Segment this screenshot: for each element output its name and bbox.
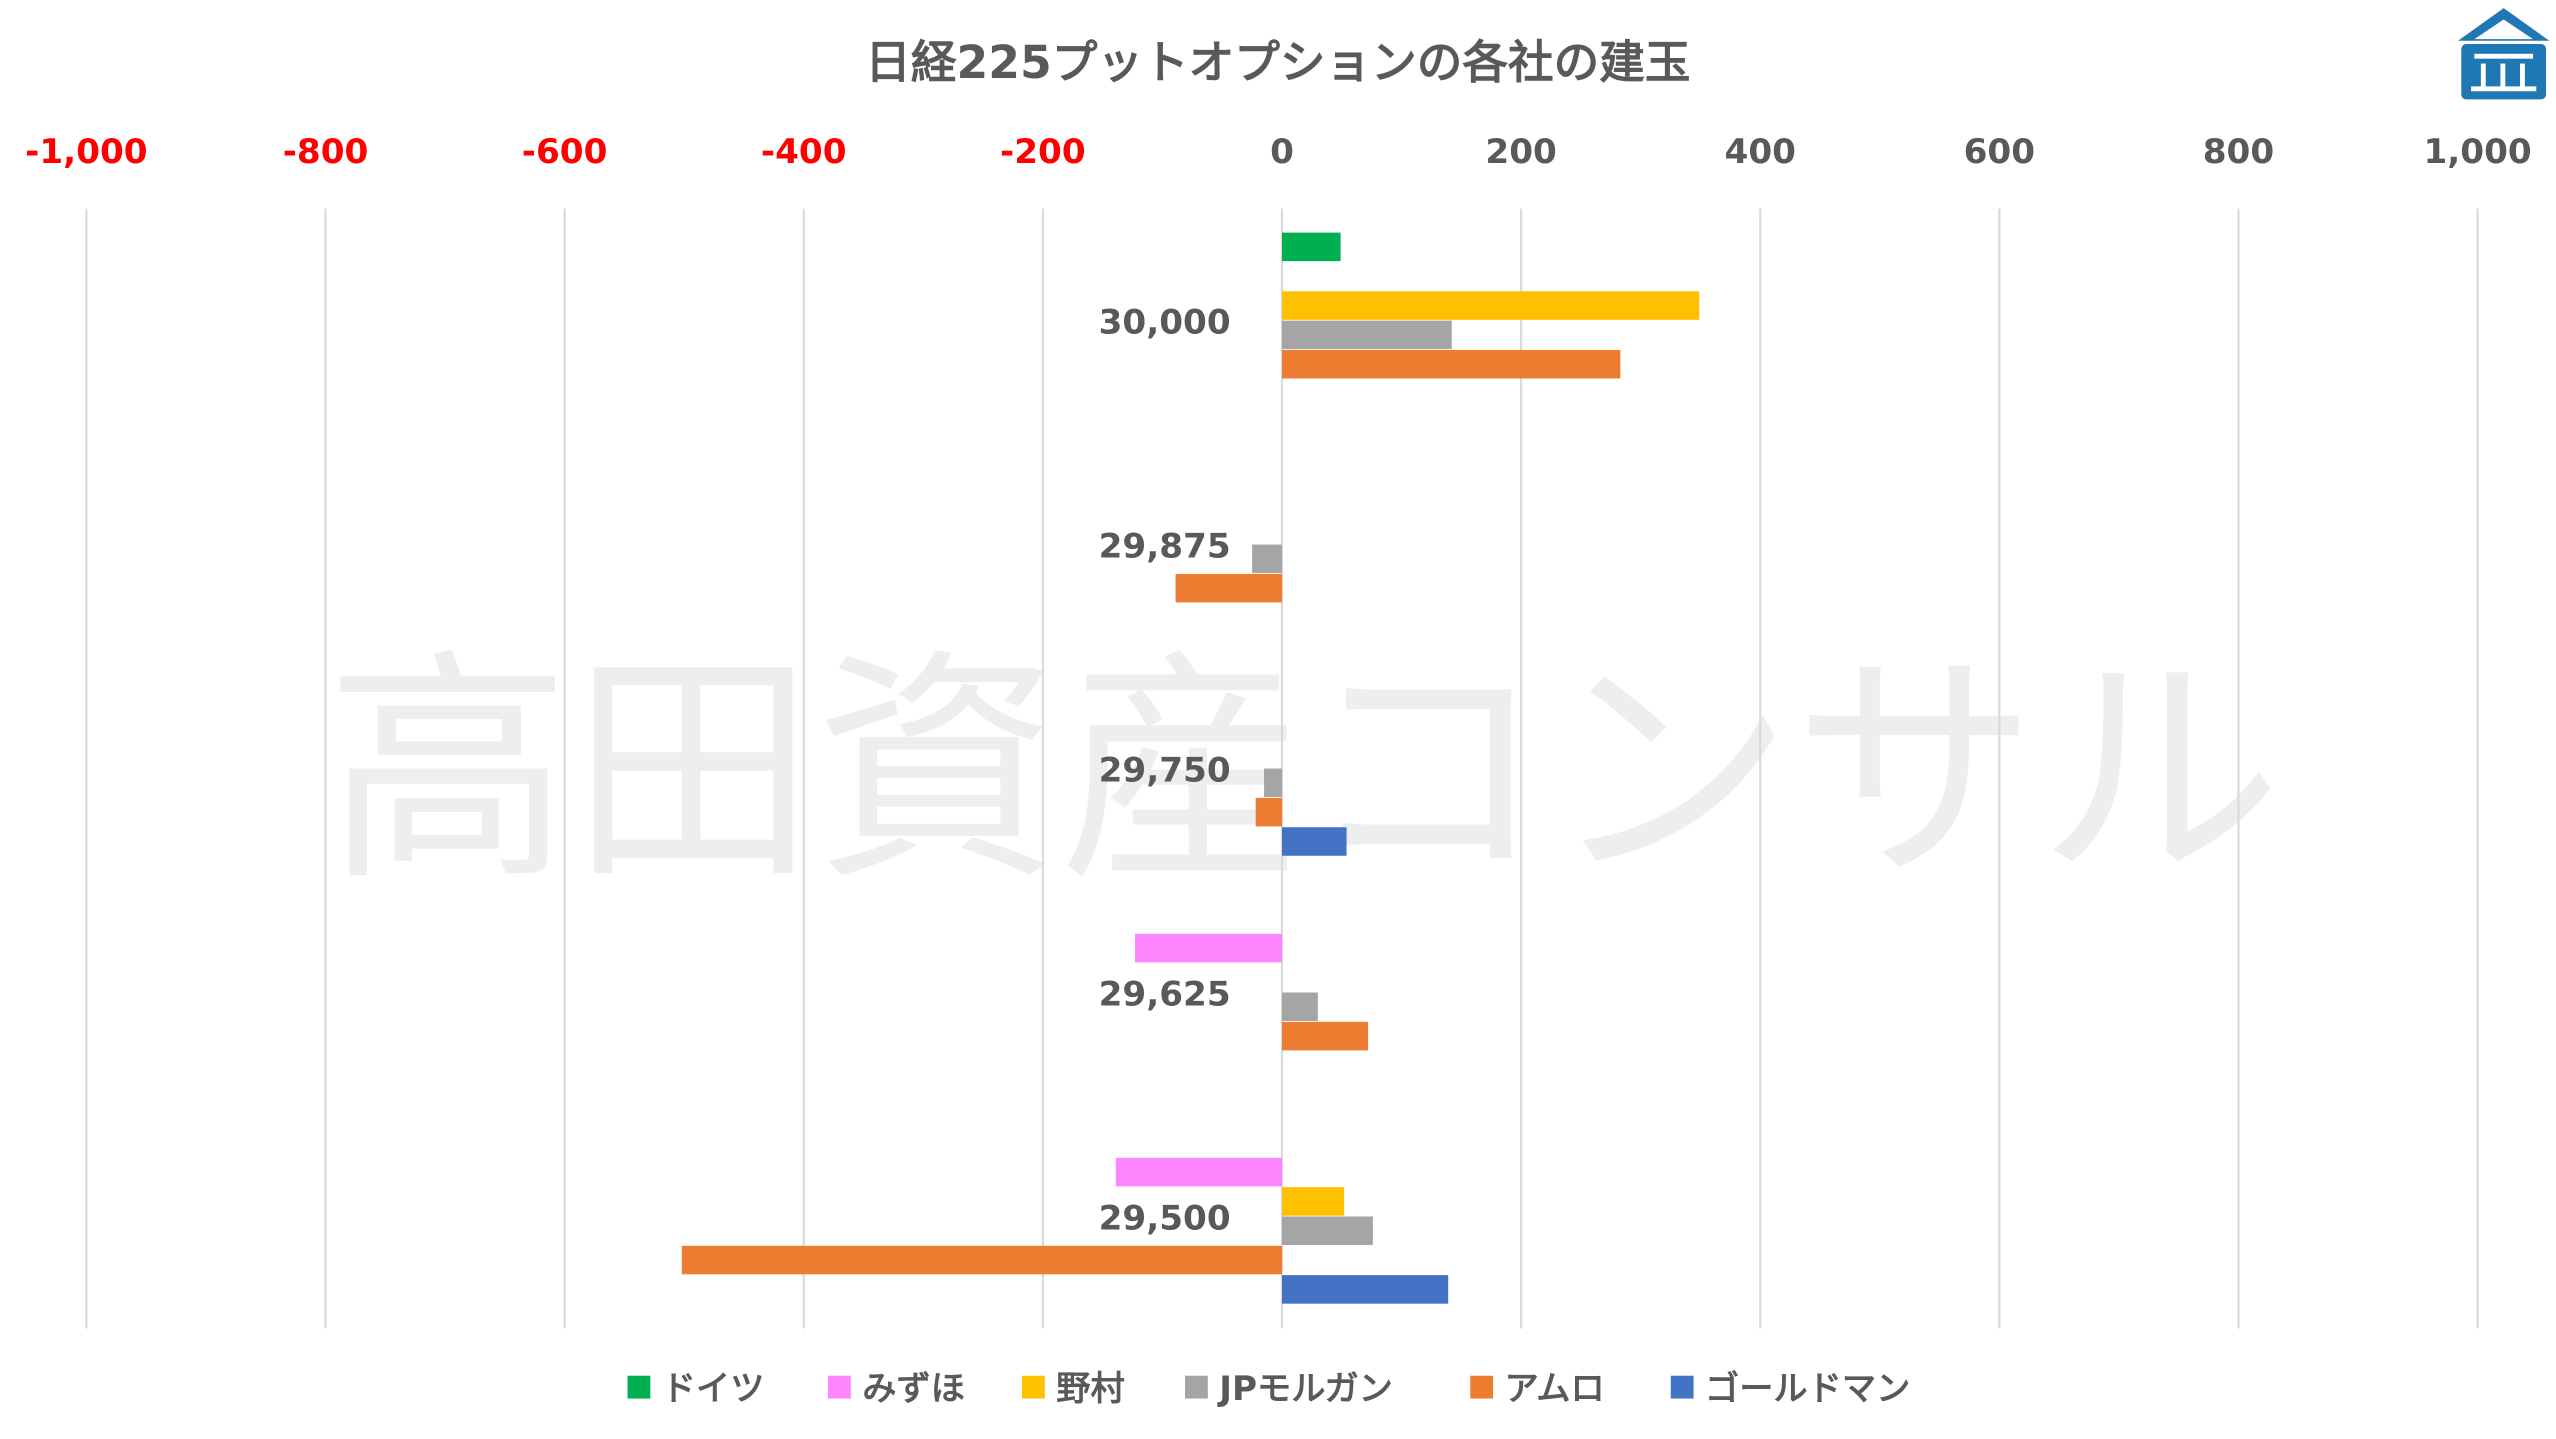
bar xyxy=(1281,1216,1373,1245)
bar xyxy=(1175,573,1282,603)
grid-lines xyxy=(85,208,2479,1329)
legend-label: アムロ xyxy=(1504,1369,1604,1409)
legend-label: 野村 xyxy=(1056,1369,1124,1409)
legend-label: JPモルガン xyxy=(1217,1369,1393,1409)
x-tick-label: -1,000 xyxy=(25,132,147,172)
watermark-text: 高田資産コンサル xyxy=(326,629,2282,914)
legend-label: ドイツ xyxy=(662,1369,765,1409)
legend-swatch xyxy=(1022,1375,1045,1399)
bar xyxy=(1255,797,1282,827)
bar xyxy=(1281,1187,1345,1216)
category-label: 29,875 xyxy=(1099,527,1231,567)
x-tick-label: -800 xyxy=(283,132,369,172)
bar xyxy=(1134,933,1282,963)
legend-label: ゴールドマン xyxy=(1705,1369,1910,1409)
bar xyxy=(1281,992,1318,1022)
x-tick-label: 0 xyxy=(1270,132,1294,172)
category-label: 29,625 xyxy=(1099,975,1231,1015)
bar xyxy=(1281,1021,1369,1051)
bar xyxy=(681,1245,1282,1275)
x-tick-label: -200 xyxy=(1000,132,1086,172)
bar xyxy=(1281,291,1700,320)
legend-swatch xyxy=(1470,1375,1494,1399)
legend-swatch xyxy=(1670,1375,1694,1399)
legend: ドイツ みずほ 野村 JPモルガン アムロ ゴールドマン xyxy=(627,1369,1910,1409)
legend-swatch xyxy=(828,1375,851,1399)
category-label: 29,500 xyxy=(1099,1199,1231,1239)
bar-group xyxy=(681,232,1700,1304)
bar xyxy=(1281,349,1621,379)
legend-swatch xyxy=(627,1375,651,1399)
chart-title: 日経225プットオプションの各社の建玉 xyxy=(865,36,1690,89)
bar xyxy=(1281,827,1347,856)
bar xyxy=(1252,544,1282,574)
x-tick-label: 600 xyxy=(1964,132,2035,172)
bar xyxy=(1281,232,1341,262)
legend-swatch xyxy=(1185,1375,1208,1399)
x-tick-label: -400 xyxy=(761,132,847,172)
legend-label: みずほ xyxy=(862,1369,965,1409)
bar xyxy=(1264,768,1282,798)
logo-icon xyxy=(2458,8,2550,100)
category-label: 29,750 xyxy=(1099,751,1231,791)
bar xyxy=(1281,320,1452,350)
x-tick-label: -600 xyxy=(522,132,608,172)
x-tick-label: 800 xyxy=(2203,132,2274,172)
x-tick-label: 200 xyxy=(1485,132,1556,172)
x-tick-label: 400 xyxy=(1725,132,1796,172)
bar xyxy=(1115,1157,1282,1187)
category-labels: 30,000 29,875 29,750 29,625 29,500 xyxy=(1099,303,1231,1239)
category-label: 30,000 xyxy=(1099,303,1231,343)
x-tick-label: 1,000 xyxy=(2423,132,2531,172)
x-axis-ticks: -1,000 -800 -600 -400 -200 0 200 400 600 800 1,000 xyxy=(25,132,2532,172)
bar xyxy=(1281,1275,1449,1304)
